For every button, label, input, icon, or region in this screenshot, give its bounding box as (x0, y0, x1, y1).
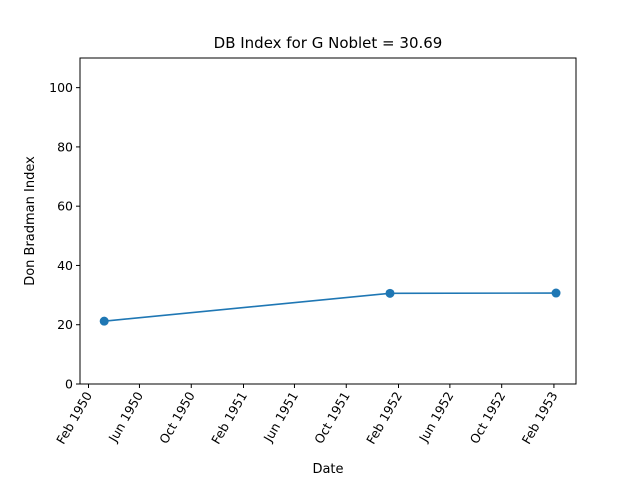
x-tick-label: Oct 1950 (156, 389, 198, 446)
y-tick-label: 40 (57, 258, 73, 273)
x-tick-label: Jun 1951 (260, 389, 301, 445)
x-tick-label: Feb 1950 (53, 389, 95, 447)
data-point (385, 288, 395, 298)
plot-area (79, 57, 577, 385)
data-point (99, 316, 109, 326)
y-axis-label: Don Bradman Index (23, 156, 38, 286)
x-tick-label: Feb 1951 (208, 389, 250, 447)
y-tick-label: 80 (57, 139, 73, 154)
chart-title: DB Index for G Noblet = 30.69 (214, 34, 443, 52)
data-point (551, 288, 561, 298)
x-axis-label: Date (312, 462, 343, 477)
y-tick-label: 100 (49, 80, 73, 95)
y-tick-label: 20 (57, 317, 73, 332)
y-axis: 0 20 40 60 80 100 (49, 80, 80, 392)
x-tick-label: Oct 1952 (467, 389, 509, 446)
x-tick-label: Jun 1950 (105, 389, 146, 445)
x-tick-label: Feb 1953 (519, 389, 561, 447)
y-tick-label: 0 (65, 377, 73, 392)
x-tick-label: Oct 1951 (311, 389, 353, 446)
y-tick-label: 60 (57, 199, 73, 214)
x-tick-label: Feb 1952 (363, 389, 405, 447)
series-line (104, 292, 557, 322)
x-tick-label: Jun 1952 (415, 389, 456, 445)
x-axis: Feb 1950 Jun 1950 Oct 1950 Feb 1951 Jun 1951… (53, 384, 561, 447)
series-layer (99, 288, 561, 326)
